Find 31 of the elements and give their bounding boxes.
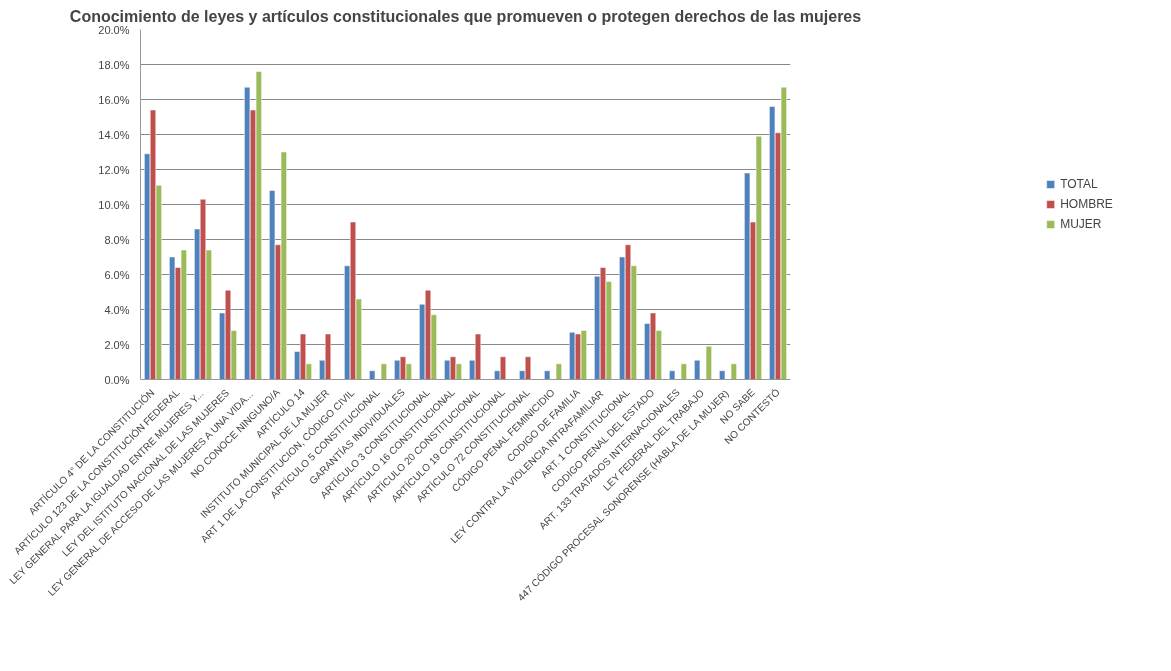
- bar: [244, 87, 251, 380]
- bar: [369, 370, 376, 380]
- y-tick-label: 20.0%: [98, 23, 130, 36]
- bar: [669, 370, 676, 380]
- bar: [555, 363, 562, 380]
- bar: [719, 370, 726, 380]
- y-tick-label: 18.0%: [98, 58, 130, 71]
- y-tick-label: 4.0%: [104, 303, 130, 316]
- y-tick-label: 10.0%: [98, 198, 130, 211]
- bar: [694, 360, 701, 380]
- bar: [169, 256, 176, 380]
- bar: [744, 172, 751, 380]
- bar: [705, 346, 712, 380]
- y-tick-label: 0.0%: [104, 373, 130, 386]
- y-tick-label: 8.0%: [104, 233, 130, 246]
- bar: [269, 190, 276, 380]
- bar: [380, 363, 387, 380]
- y-tick-label: 6.0%: [104, 268, 130, 281]
- legend-label: HOMBRE: [1060, 197, 1113, 211]
- bar: [544, 370, 551, 380]
- bar: [730, 363, 737, 380]
- y-tick-label: 2.0%: [104, 338, 130, 351]
- y-tick-label: 14.0%: [98, 128, 130, 141]
- legend-label: TOTAL: [1060, 177, 1098, 191]
- bar: [680, 363, 687, 380]
- bar: [769, 106, 776, 380]
- y-tick-label: 16.0%: [98, 93, 130, 106]
- legend-label: MUJER: [1060, 217, 1102, 231]
- chart-title: Conocimiento de leyes y artículos constitucionales que promueven o protegen derechos de las mujeres: [69, 7, 862, 25]
- bar: [569, 332, 576, 380]
- y-tick-label: 12.0%: [98, 163, 130, 176]
